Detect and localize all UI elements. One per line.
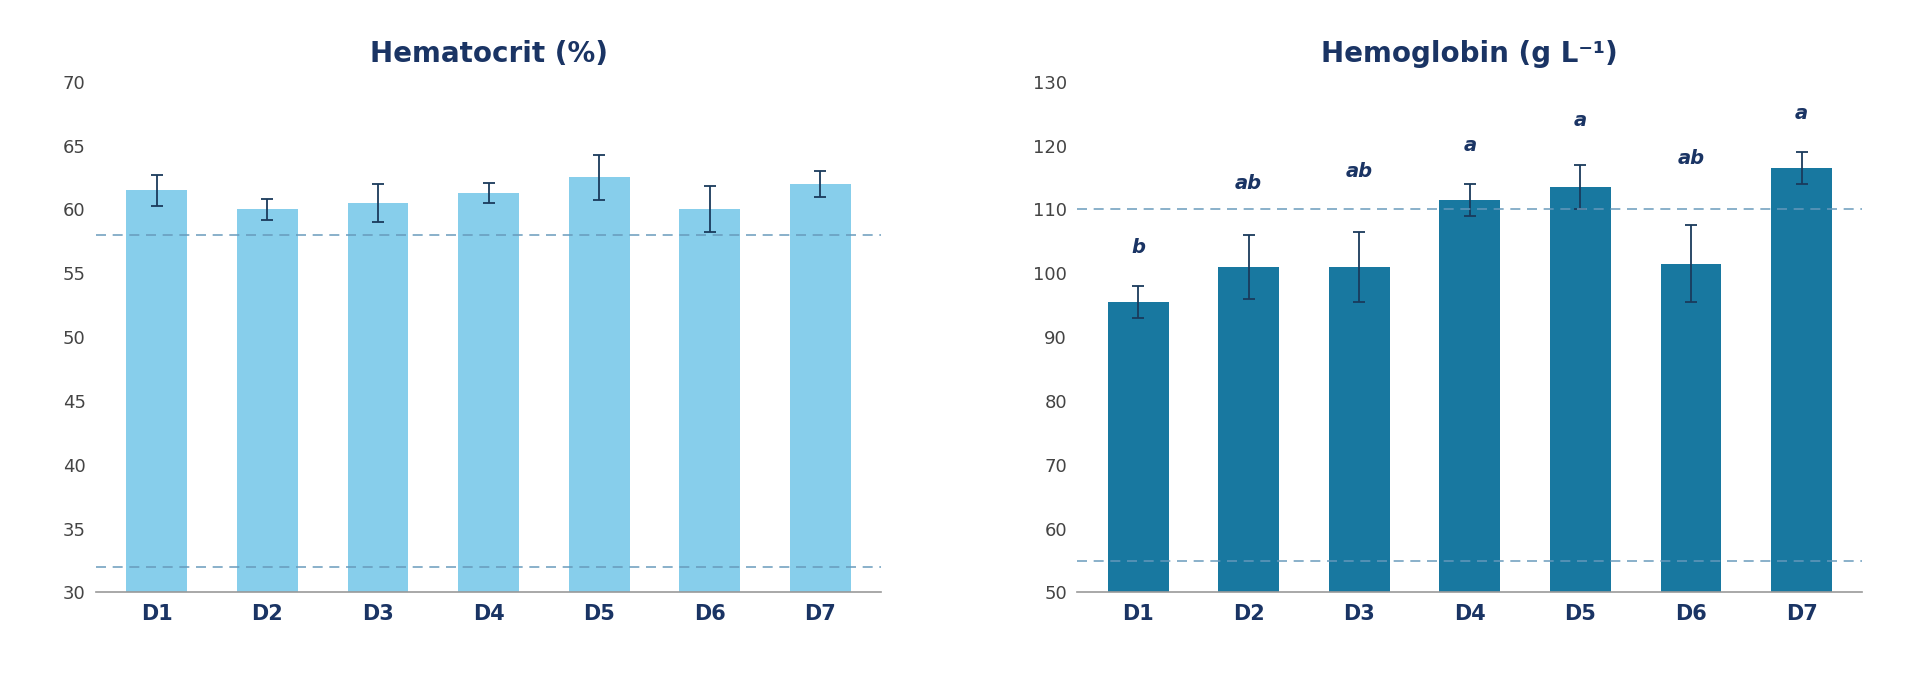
Bar xyxy=(789,184,851,592)
Text: a: a xyxy=(1795,104,1809,123)
Title: Hematocrit (%): Hematocrit (%) xyxy=(369,40,607,68)
Bar xyxy=(348,203,409,592)
Bar xyxy=(1661,264,1722,592)
Bar xyxy=(1219,267,1279,592)
Text: ab: ab xyxy=(1235,174,1261,193)
Bar xyxy=(1329,267,1390,592)
Bar xyxy=(127,190,188,592)
Bar xyxy=(680,210,739,592)
Bar xyxy=(1108,302,1169,592)
Text: ab: ab xyxy=(1346,161,1373,180)
Text: a: a xyxy=(1574,110,1588,129)
Bar xyxy=(1440,200,1500,592)
Bar xyxy=(1770,168,1832,592)
Bar xyxy=(1549,187,1611,592)
Text: ab: ab xyxy=(1678,149,1705,168)
Text: a: a xyxy=(1463,136,1476,155)
Text: b: b xyxy=(1131,238,1144,257)
Title: Hemoglobin (g L⁻¹): Hemoglobin (g L⁻¹) xyxy=(1321,40,1619,68)
Bar xyxy=(236,210,298,592)
Bar xyxy=(568,178,630,592)
Bar xyxy=(459,193,518,592)
